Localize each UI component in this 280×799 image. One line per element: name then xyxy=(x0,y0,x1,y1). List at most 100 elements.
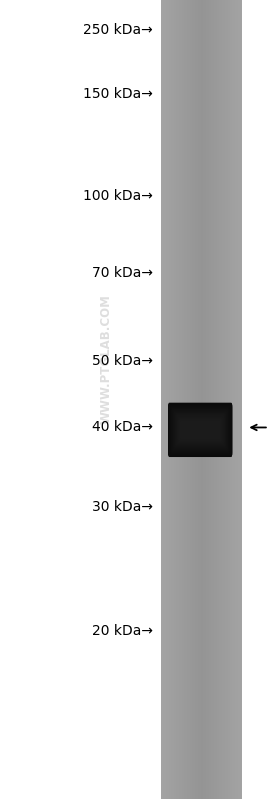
Bar xyxy=(207,0,208,799)
Bar xyxy=(161,0,162,799)
Bar xyxy=(195,0,196,799)
Bar xyxy=(233,0,234,799)
Bar xyxy=(210,0,211,799)
Bar xyxy=(173,0,174,799)
FancyBboxPatch shape xyxy=(171,407,230,453)
FancyBboxPatch shape xyxy=(173,410,227,450)
Bar xyxy=(200,0,201,799)
FancyBboxPatch shape xyxy=(170,405,231,455)
FancyBboxPatch shape xyxy=(168,403,232,456)
FancyBboxPatch shape xyxy=(173,411,227,449)
Bar xyxy=(188,0,189,799)
Bar xyxy=(213,0,214,799)
Bar xyxy=(177,0,178,799)
Bar xyxy=(181,0,182,799)
Bar xyxy=(165,0,166,799)
FancyBboxPatch shape xyxy=(180,421,220,439)
FancyBboxPatch shape xyxy=(169,404,231,455)
Text: 50 kDa→: 50 kDa→ xyxy=(92,354,153,368)
FancyBboxPatch shape xyxy=(176,415,224,444)
Bar xyxy=(169,0,170,799)
FancyBboxPatch shape xyxy=(176,414,225,446)
Bar xyxy=(187,0,188,799)
Bar xyxy=(211,0,212,799)
Bar xyxy=(229,0,230,799)
Bar xyxy=(175,0,176,799)
Bar xyxy=(240,0,241,799)
FancyBboxPatch shape xyxy=(178,419,222,441)
Bar xyxy=(197,0,198,799)
Text: 250 kDa→: 250 kDa→ xyxy=(83,23,153,38)
FancyBboxPatch shape xyxy=(180,420,221,439)
Bar xyxy=(164,0,165,799)
Bar xyxy=(180,0,181,799)
FancyBboxPatch shape xyxy=(178,417,223,443)
FancyBboxPatch shape xyxy=(182,424,218,435)
FancyBboxPatch shape xyxy=(175,413,226,447)
FancyBboxPatch shape xyxy=(169,403,232,456)
FancyBboxPatch shape xyxy=(176,415,225,445)
Bar xyxy=(178,0,179,799)
FancyBboxPatch shape xyxy=(170,406,230,454)
FancyBboxPatch shape xyxy=(174,412,226,447)
Bar xyxy=(174,0,175,799)
FancyBboxPatch shape xyxy=(180,421,220,439)
FancyBboxPatch shape xyxy=(177,416,223,443)
FancyBboxPatch shape xyxy=(179,419,221,440)
Bar xyxy=(192,0,193,799)
Text: 100 kDa→: 100 kDa→ xyxy=(83,189,153,203)
Bar xyxy=(202,0,203,799)
Bar xyxy=(237,0,238,799)
FancyBboxPatch shape xyxy=(179,419,222,441)
FancyBboxPatch shape xyxy=(175,414,225,446)
Bar xyxy=(170,0,171,799)
Bar xyxy=(218,0,219,799)
Bar xyxy=(239,0,240,799)
FancyBboxPatch shape xyxy=(179,419,221,440)
FancyBboxPatch shape xyxy=(171,407,230,453)
FancyBboxPatch shape xyxy=(172,409,228,451)
FancyBboxPatch shape xyxy=(173,410,228,450)
FancyBboxPatch shape xyxy=(171,407,229,452)
Bar xyxy=(222,0,223,799)
Bar xyxy=(176,0,177,799)
FancyBboxPatch shape xyxy=(178,418,222,442)
FancyBboxPatch shape xyxy=(174,412,226,447)
Bar xyxy=(185,0,186,799)
Text: 70 kDa→: 70 kDa→ xyxy=(92,266,153,280)
FancyBboxPatch shape xyxy=(181,422,220,438)
FancyBboxPatch shape xyxy=(179,419,222,441)
FancyBboxPatch shape xyxy=(183,424,218,435)
Bar xyxy=(162,0,163,799)
Bar xyxy=(194,0,195,799)
FancyBboxPatch shape xyxy=(168,403,232,457)
FancyBboxPatch shape xyxy=(181,422,220,438)
Bar xyxy=(191,0,192,799)
Bar xyxy=(193,0,194,799)
Bar xyxy=(199,0,200,799)
FancyBboxPatch shape xyxy=(182,423,218,436)
Bar xyxy=(198,0,199,799)
Bar xyxy=(238,0,239,799)
FancyBboxPatch shape xyxy=(170,406,230,454)
FancyBboxPatch shape xyxy=(179,419,221,440)
FancyBboxPatch shape xyxy=(172,408,228,451)
Bar xyxy=(166,0,167,799)
FancyBboxPatch shape xyxy=(182,423,218,436)
Bar xyxy=(235,0,236,799)
FancyBboxPatch shape xyxy=(181,423,219,437)
Bar xyxy=(173,0,174,799)
FancyBboxPatch shape xyxy=(182,423,219,436)
FancyBboxPatch shape xyxy=(169,403,232,456)
FancyBboxPatch shape xyxy=(178,417,223,443)
FancyBboxPatch shape xyxy=(174,412,226,447)
Bar xyxy=(190,0,191,799)
FancyBboxPatch shape xyxy=(177,416,223,443)
Text: 20 kDa→: 20 kDa→ xyxy=(92,624,153,638)
Text: 30 kDa→: 30 kDa→ xyxy=(92,500,153,515)
FancyBboxPatch shape xyxy=(174,411,227,448)
FancyBboxPatch shape xyxy=(179,420,221,439)
Bar xyxy=(161,0,242,799)
Bar xyxy=(203,0,204,799)
FancyBboxPatch shape xyxy=(169,405,231,455)
